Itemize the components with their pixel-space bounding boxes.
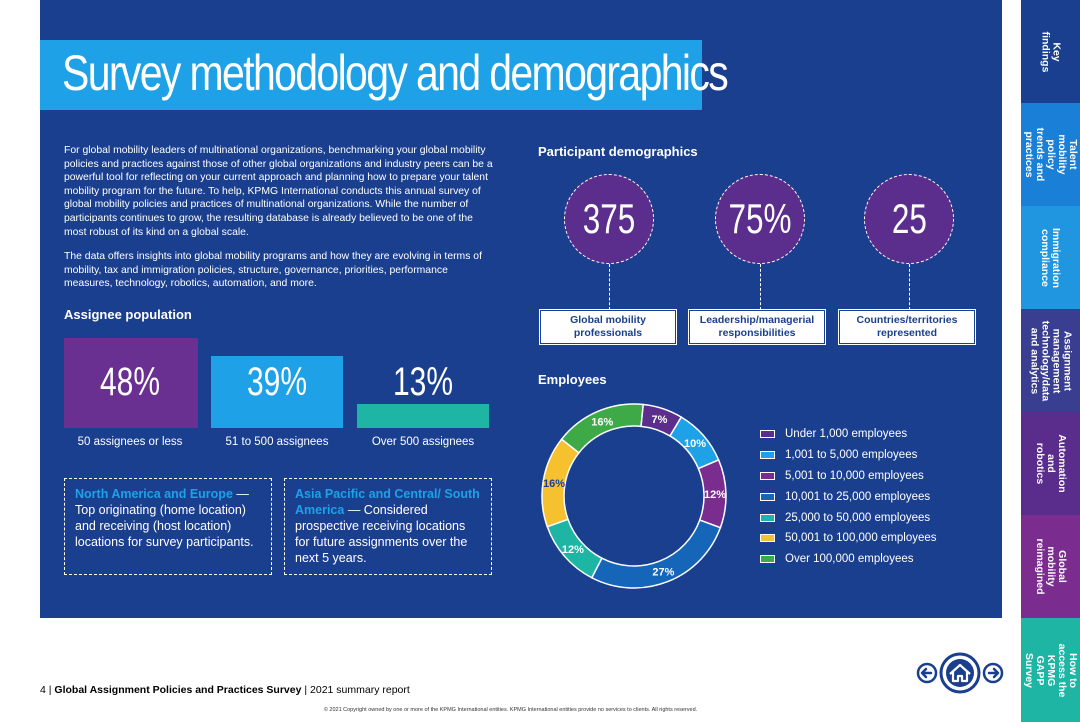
sidebar-tab[interactable]: Talent mobility policy trends and practi…: [1021, 103, 1080, 206]
connector-line: [609, 264, 610, 310]
legend-swatch: [760, 492, 775, 501]
assignee-bar-label: Over 500 assignees: [371, 436, 475, 448]
legend-item: 25,000 to 50,000 employees: [760, 507, 937, 528]
sidebar-tab-label: Immigration compliance: [1039, 227, 1063, 288]
legend-swatch: [760, 513, 775, 522]
callout-highlight: North America and Europe: [75, 487, 233, 501]
sidebar-tab[interactable]: Immigration compliance: [1021, 206, 1080, 309]
callout-asia-pacific: Asia Pacific and Central/ South America …: [284, 478, 492, 575]
legend-item: 5,001 to 10,000 employees: [760, 466, 937, 487]
donut-slice-label: 12%: [562, 544, 584, 556]
copyright: © 2021 Copyright owned by one or more of…: [323, 707, 698, 713]
demographic-value: 25: [891, 195, 927, 242]
demographic-label: Leadership/managerial responsibilities: [688, 309, 826, 345]
report-title: Global Assignment Policies and Practices…: [54, 684, 302, 696]
demographic-label: Countries/territories represented: [838, 309, 976, 345]
donut-slice-label: 16%: [591, 416, 613, 428]
donut-slice-label: 12%: [704, 489, 726, 501]
legend-label: Over 100,000 employees: [785, 553, 914, 566]
demographic-circle: 25: [864, 174, 954, 264]
report-subtitle: 2021 summary report: [310, 684, 410, 696]
connector-line: [760, 264, 761, 310]
page-number: 4: [40, 684, 46, 696]
legend-swatch: [760, 430, 775, 439]
participant-demographics-heading: Participant demographics: [538, 144, 698, 159]
donut-slice-label: 27%: [652, 566, 674, 578]
legend-label: Under 1,000 employees: [785, 428, 908, 441]
sidebar-tab[interactable]: Assignment management technology/data an…: [1021, 309, 1080, 412]
callout-text: — Considered prospective receiving locat…: [295, 503, 468, 565]
legend-item: 50,001 to 100,000 employees: [760, 528, 937, 549]
legend-label: 10,001 to 25,000 employees: [785, 490, 931, 503]
title-bar: [40, 40, 702, 110]
assignee-bar: [211, 356, 343, 428]
legend-item: Over 100,000 employees: [760, 549, 937, 570]
legend-item: Under 1,000 employees: [760, 424, 937, 445]
assignee-bar-value: 39%: [246, 360, 308, 404]
sidebar-tab[interactable]: Global mobility reimagined: [1021, 515, 1080, 618]
assignee-population-heading: Assignee population: [64, 307, 192, 322]
legend-swatch: [760, 534, 775, 543]
callout-north-america-europe: North America and Europe — Top originati…: [64, 478, 272, 575]
home-icon[interactable]: [939, 652, 981, 694]
demographic-value: 75%: [728, 195, 792, 242]
sidebar-tab-label: Assignment management technology/data an…: [1028, 320, 1074, 401]
donut-slice-label: 10%: [684, 438, 706, 450]
previous-page-icon[interactable]: [916, 662, 938, 684]
sidebar-tab-label: Key findings: [1039, 31, 1063, 72]
connector-line: [909, 264, 910, 310]
sidebar-tab-label: Global mobility reimagined: [1034, 538, 1068, 595]
assignee-bar-value: 48%: [99, 360, 161, 404]
sidebar-tab-label: Talent mobility policy trends and practi…: [1023, 127, 1079, 182]
page-navigation: [916, 652, 1004, 694]
demographic-label: Global mobility professionals: [539, 309, 677, 345]
employees-legend: Under 1,000 employees 1,001 to 5,000 empl…: [760, 424, 937, 570]
employees-donut-chart: 7% 10% 12% 27% 12% 16% 16%: [541, 403, 727, 589]
employees-heading: Employees: [538, 372, 607, 387]
donut-slice-label: 16%: [543, 478, 565, 490]
legend-label: 1,001 to 5,000 employees: [785, 449, 918, 462]
sidebar-tab[interactable]: Key findings: [1021, 0, 1080, 103]
sidebar-tab[interactable]: Automation and robotics: [1021, 412, 1080, 515]
donut-slice-label: 7%: [652, 414, 668, 426]
section-nav-sidebar: Key findings Talent mobility policy trend…: [1021, 0, 1080, 722]
assignee-bar: [357, 404, 489, 428]
legend-label: 25,000 to 50,000 employees: [785, 511, 931, 524]
sidebar-tab-label: Automation and robotics: [1034, 434, 1068, 493]
legend-item: 1,001 to 5,000 employees: [760, 445, 937, 466]
footer: 4 | Global Assignment Policies and Pract…: [40, 684, 410, 696]
sidebar-tab[interactable]: How to access the KPMG GAPP Survey: [1021, 618, 1080, 722]
legend-label: 5,001 to 10,000 employees: [785, 469, 924, 482]
assignee-bar-value: 13%: [392, 360, 454, 404]
legend-label: 50,001 to 100,000 employees: [785, 532, 937, 545]
callout-text: — Top originating (home location) and re…: [75, 487, 254, 549]
assignee-bar-label: 50 assignees or less: [77, 436, 183, 448]
legend-item: 10,001 to 25,000 employees: [760, 486, 937, 507]
page-title: Survey methodology and demographics: [62, 45, 729, 101]
donut-slice: [560, 403, 645, 454]
next-page-icon[interactable]: [982, 662, 1004, 684]
assignee-bar: [64, 338, 198, 428]
intro-paragraph-1: For global mobility leaders of multinati…: [64, 145, 493, 238]
demographic-circle: 75%: [715, 174, 805, 264]
assignee-bar-label: 51 to 500 assignees: [225, 436, 329, 448]
legend-swatch: [760, 471, 775, 480]
demographic-value: 375: [582, 195, 636, 242]
demographic-circle: 375: [564, 174, 654, 264]
legend-swatch: [760, 451, 775, 460]
callout-highlight: Asia Pacific and Central/ South America: [295, 487, 480, 517]
legend-swatch: [760, 555, 775, 564]
sidebar-tab-label: How to access the KPMG GAPP Survey: [1023, 643, 1079, 697]
intro-paragraph-2: The data offers insights into global mob…: [64, 251, 482, 290]
